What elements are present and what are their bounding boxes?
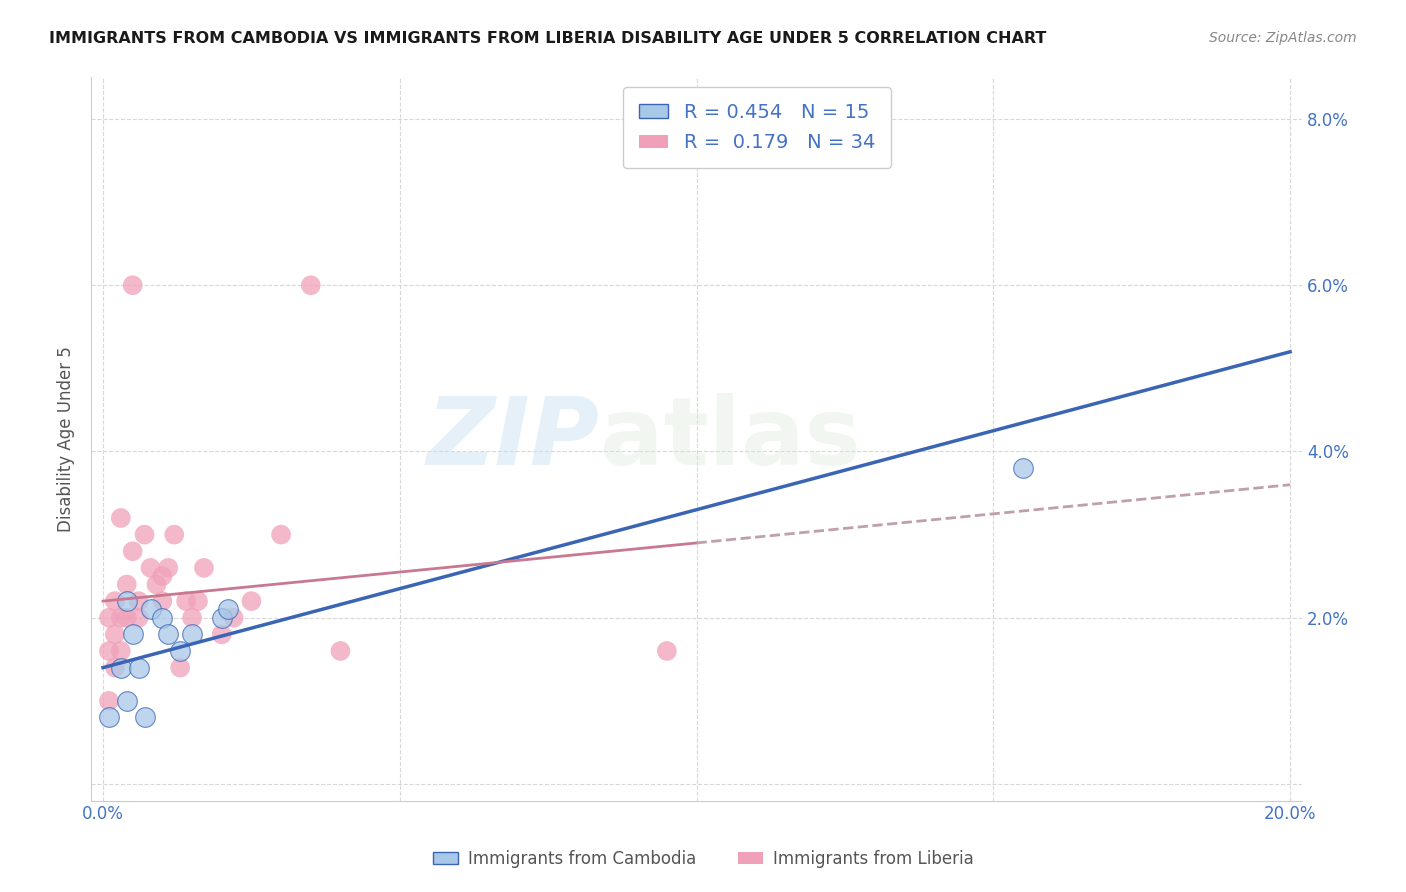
Point bbox=[211, 627, 233, 641]
Point bbox=[181, 627, 204, 641]
Y-axis label: Disability Age Under 5: Disability Age Under 5 bbox=[58, 346, 75, 532]
Point bbox=[115, 611, 138, 625]
Point bbox=[222, 611, 245, 625]
Point bbox=[139, 602, 162, 616]
Point bbox=[104, 627, 127, 641]
Point bbox=[128, 594, 150, 608]
Point bbox=[115, 594, 138, 608]
Point bbox=[169, 644, 191, 658]
Point bbox=[150, 594, 173, 608]
Point bbox=[157, 561, 180, 575]
Point bbox=[121, 278, 143, 293]
Point bbox=[97, 611, 120, 625]
Point bbox=[97, 694, 120, 708]
Point bbox=[181, 611, 204, 625]
Text: Source: ZipAtlas.com: Source: ZipAtlas.com bbox=[1209, 31, 1357, 45]
Text: atlas: atlas bbox=[600, 393, 860, 485]
Point bbox=[110, 660, 132, 674]
Point bbox=[104, 594, 127, 608]
Text: IMMIGRANTS FROM CAMBODIA VS IMMIGRANTS FROM LIBERIA DISABILITY AGE UNDER 5 CORRE: IMMIGRANTS FROM CAMBODIA VS IMMIGRANTS F… bbox=[49, 31, 1046, 46]
Point bbox=[240, 594, 263, 608]
Point bbox=[150, 569, 173, 583]
Text: ZIP: ZIP bbox=[427, 393, 600, 485]
Point bbox=[655, 644, 678, 658]
Point bbox=[110, 644, 132, 658]
Point bbox=[121, 544, 143, 558]
Point bbox=[97, 710, 120, 724]
Point bbox=[97, 644, 120, 658]
Point bbox=[110, 611, 132, 625]
Point bbox=[139, 561, 162, 575]
Point bbox=[1012, 461, 1035, 475]
Point bbox=[121, 627, 143, 641]
Point bbox=[211, 611, 233, 625]
Point bbox=[115, 577, 138, 591]
Point bbox=[128, 611, 150, 625]
Point bbox=[157, 627, 180, 641]
Point bbox=[145, 577, 167, 591]
Point bbox=[134, 710, 156, 724]
Point bbox=[329, 644, 352, 658]
Point bbox=[217, 602, 239, 616]
Point bbox=[110, 511, 132, 525]
Legend: R = 0.454   N = 15, R =  0.179   N = 34: R = 0.454 N = 15, R = 0.179 N = 34 bbox=[623, 87, 890, 168]
Point bbox=[134, 527, 156, 541]
Point bbox=[299, 278, 322, 293]
Point bbox=[150, 611, 173, 625]
Point bbox=[169, 660, 191, 674]
Point bbox=[163, 527, 186, 541]
Point bbox=[115, 694, 138, 708]
Legend: Immigrants from Cambodia, Immigrants from Liberia: Immigrants from Cambodia, Immigrants fro… bbox=[426, 844, 980, 875]
Point bbox=[128, 660, 150, 674]
Point bbox=[104, 660, 127, 674]
Point bbox=[174, 594, 197, 608]
Point bbox=[270, 527, 292, 541]
Point bbox=[187, 594, 209, 608]
Point bbox=[193, 561, 215, 575]
